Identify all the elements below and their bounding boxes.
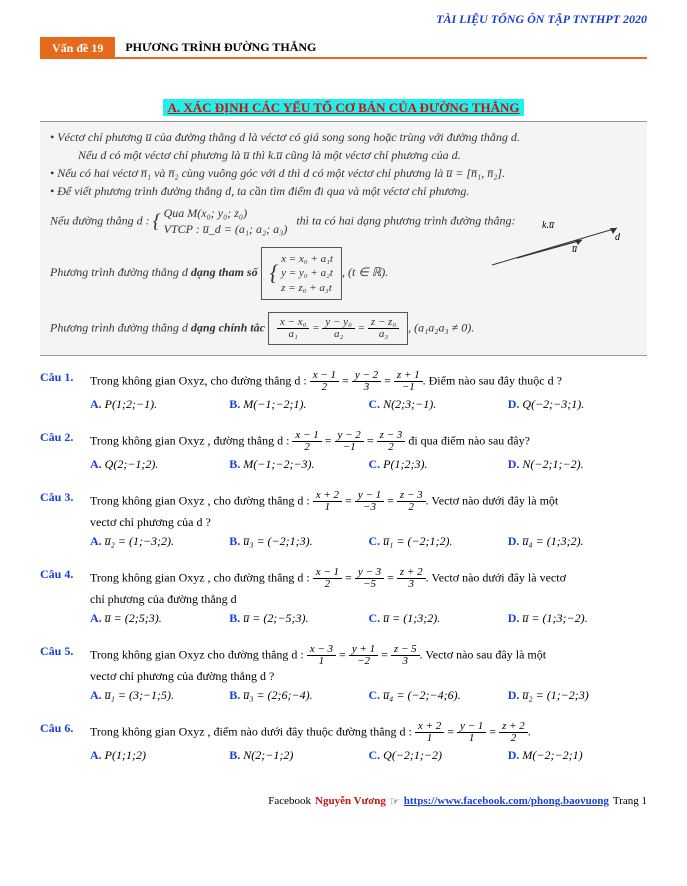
option: C. P(1;2;3). xyxy=(369,457,508,472)
option: A. Q(2;−1;2). xyxy=(90,457,229,472)
theory-b1b: Nếu d có một véctơ chỉ phương là u̅ thì … xyxy=(50,146,637,164)
options: A. u̅₂ = (1;−3;2).B. u̅₃ = (−2;1;3).C. u… xyxy=(90,534,647,553)
option: C. N(2;3;−1). xyxy=(369,397,508,412)
question-line2: vectơ chỉ phương của d ? xyxy=(90,515,647,530)
svg-text:u̅: u̅ xyxy=(571,244,578,255)
option: C. u̅ = (1;3;2). xyxy=(369,611,508,626)
options: A. P(1;2;−1).B. M(−1;−2;1).C. N(2;3;−1).… xyxy=(90,397,647,416)
option: C. Q(−2;1;−2) xyxy=(369,748,508,763)
footer: Facebook Nguyễn Vương ☞ https://www.face… xyxy=(40,795,647,808)
option: B. u̅₃ = (2;6;−4). xyxy=(229,688,368,703)
topic-badge: Vấn đề 19 xyxy=(40,37,115,59)
options: A. Q(2;−1;2).B. M(−1;−2;−3).C. P(1;2;3).… xyxy=(90,457,647,476)
svg-text:k.u̅: k.u̅ xyxy=(542,220,555,231)
question-line2: chỉ phương của đường thẳng d xyxy=(90,592,647,607)
question-body: Trong không gian Oxyz, cho đường thẳng d… xyxy=(90,370,647,416)
question-body: Trong không gian Oxyz , điểm nào dưới đâ… xyxy=(90,721,647,767)
option: B. M(−1;−2;1). xyxy=(229,397,368,412)
option: D. Q(−2;−3;1). xyxy=(508,397,647,412)
option: A. u̅ = (2;5;3). xyxy=(90,611,229,626)
option: B. u̅ = (2;−5;3). xyxy=(229,611,368,626)
param-eq1: x = x₀ + a₁t xyxy=(281,253,333,265)
option: D. u̅₄ = (1;3;2). xyxy=(508,534,647,549)
theory-param-label: Phương trình đường thẳng d xyxy=(50,265,191,279)
svg-text:d: d xyxy=(615,232,621,243)
options: A. P(1;1;2)B. N(2;−1;2)C. Q(−2;1;−2)D. M… xyxy=(90,748,647,767)
options: A. u̅ = (2;5;3).B. u̅ = (2;−5;3).C. u̅ =… xyxy=(90,611,647,630)
footer-link[interactable]: https://www.facebook.com/phong.baovuong xyxy=(404,795,609,808)
question-line1: Trong không gian Oxyz cho đường thẳng d … xyxy=(90,644,647,667)
param-eq2: y = y₀ + a₂t xyxy=(281,267,333,279)
doc-header: TÀI LIỆU TỔNG ÔN TẬP TNTHPT 2020 xyxy=(40,12,647,27)
option: B. u̅₃ = (−2;1;3). xyxy=(229,534,368,549)
question-body: Trong không gian Oxyz , đường thẳng d : … xyxy=(90,430,647,476)
section-a-title: A. XÁC ĐỊNH CÁC YẾU TỐ CƠ BẢN CỦA ĐƯỜNG … xyxy=(40,99,647,117)
option: D. M(−2;−2;1) xyxy=(508,748,647,763)
theory-b3: • Để viết phương trình đường thẳng d, ta… xyxy=(50,182,637,200)
option: D. u̅ = (1;3;−2). xyxy=(508,611,647,626)
question-label: Câu 1. xyxy=(40,370,90,416)
question: Câu 6.Trong không gian Oxyz , điểm nào d… xyxy=(40,721,647,767)
theory-cond2: VTCP : u̅_d = (a₁; a₂; a₃) xyxy=(164,222,288,236)
theory-box: • Véctơ chỉ phương u̅ của đường thẳng d … xyxy=(40,121,647,356)
theory-cond1: Qua M(x₀; y₀; z₀) xyxy=(164,206,247,220)
section-a-text: A. XÁC ĐỊNH CÁC YẾU TỐ CƠ BẢN CỦA ĐƯỜNG … xyxy=(163,99,523,116)
question: Câu 5.Trong không gian Oxyz cho đường th… xyxy=(40,644,647,707)
question: Câu 2.Trong không gian Oxyz , đường thẳn… xyxy=(40,430,647,476)
theory-canon-label: Phương trình đường thẳng d xyxy=(50,320,191,334)
question-line1: Trong không gian Oxyz , cho đường thẳng … xyxy=(90,490,647,513)
option: A. P(1;2;−1). xyxy=(90,397,229,412)
theory-cond-label: Nếu đường thẳng d : xyxy=(50,213,150,227)
question: Câu 3.Trong không gian Oxyz , cho đường … xyxy=(40,490,647,553)
question-line1: Trong không gian Oxyz, cho đường thẳng d… xyxy=(90,370,647,393)
footer-page: Trang 1 xyxy=(613,795,647,808)
options: A. u̅₁ = (3;−1;5).B. u̅₃ = (2;6;−4).C. u… xyxy=(90,688,647,707)
option: A. u̅₁ = (3;−1;5). xyxy=(90,688,229,703)
theory-cond-tail: thì ta có hai dạng phương trình đường th… xyxy=(296,213,515,227)
page: TÀI LIỆU TỔNG ÔN TẬP TNTHPT 2020 Vấn đề … xyxy=(0,0,687,828)
option: B. M(−1;−2;−3). xyxy=(229,457,368,472)
option: D. u̅₂ = (1;−2;3) xyxy=(508,688,647,703)
topic-title: PHƯƠNG TRÌNH ĐƯỜNG THẲNG xyxy=(115,37,647,59)
footer-arrow: ☞ xyxy=(390,795,400,808)
question: Câu 4.Trong không gian Oxyz , cho đường … xyxy=(40,567,647,630)
question-label: Câu 2. xyxy=(40,430,90,476)
param-formula-box: { x = x₀ + a₁t y = y₀ + a₂t z = z₀ + a₃t xyxy=(261,247,342,300)
question-body: Trong không gian Oxyz cho đường thẳng d … xyxy=(90,644,647,707)
direction-diagram: k.u̅ d u̅ xyxy=(487,220,627,270)
question-label: Câu 3. xyxy=(40,490,90,553)
option: D. N(−2;1;−2). xyxy=(508,457,647,472)
question-body: Trong không gian Oxyz , cho đường thẳng … xyxy=(90,490,647,553)
footer-name: Nguyễn Vương xyxy=(315,795,386,808)
footer-fb: Facebook xyxy=(268,795,311,808)
canon-formula-box: x − x₀a₁ = y − y₀a₂ = z − z₀a₃ xyxy=(268,312,408,345)
question-line1: Trong không gian Oxyz , đường thẳng d : … xyxy=(90,430,647,453)
questions-list: Câu 1.Trong không gian Oxyz, cho đường t… xyxy=(40,370,647,767)
question-line1: Trong không gian Oxyz , điểm nào dưới đâ… xyxy=(90,721,647,744)
param-eq3: z = z₀ + a₃t xyxy=(281,282,332,294)
question-line2: vectơ chỉ phương của đường thẳng d ? xyxy=(90,669,647,684)
topic-bar: Vấn đề 19 PHƯƠNG TRÌNH ĐƯỜNG THẲNG xyxy=(40,37,647,59)
question-label: Câu 4. xyxy=(40,567,90,630)
theory-canon-row: Phương trình đường thẳng d dạng chính tắ… xyxy=(50,312,637,345)
option: A. P(1;1;2) xyxy=(90,748,229,763)
question-line1: Trong không gian Oxyz , cho đường thẳng … xyxy=(90,567,647,590)
question-label: Câu 6. xyxy=(40,721,90,767)
theory-canon-tail: , (a₁a₂a₃ ≠ 0). xyxy=(408,320,474,334)
theory-b2: • Nếu có hai véctơ n̅₁ và n̅₂ cùng vuông… xyxy=(50,164,637,182)
question: Câu 1.Trong không gian Oxyz, cho đường t… xyxy=(40,370,647,416)
question-body: Trong không gian Oxyz , cho đường thẳng … xyxy=(90,567,647,630)
option: B. N(2;−1;2) xyxy=(229,748,368,763)
theory-b1a: • Véctơ chỉ phương u̅ của đường thẳng d … xyxy=(50,128,637,146)
theory-param-bold: dạng tham số xyxy=(191,265,258,279)
option: A. u̅₂ = (1;−3;2). xyxy=(90,534,229,549)
question-label: Câu 5. xyxy=(40,644,90,707)
option: C. u̅₁ = (−2;1;2). xyxy=(369,534,508,549)
theory-param-tail: , (t ∈ ℝ). xyxy=(342,265,388,279)
theory-canon-bold: dạng chính tắc xyxy=(191,320,265,334)
option: C. u̅₄ = (−2;−4;6). xyxy=(369,688,508,703)
